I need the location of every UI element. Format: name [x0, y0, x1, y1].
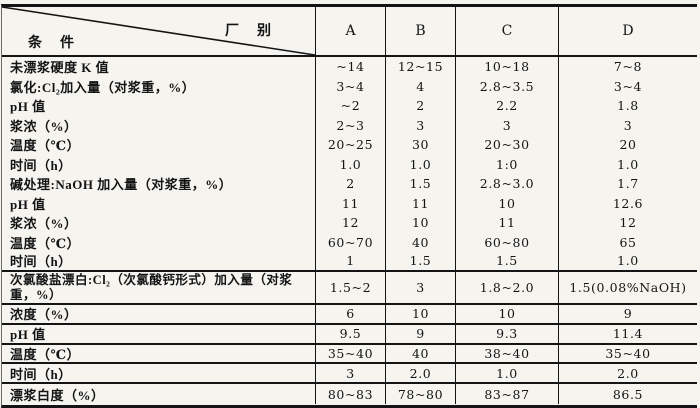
cell-value: 40: [386, 344, 456, 365]
column-header-a: A: [316, 7, 386, 57]
cell-value: 12: [619, 215, 637, 231]
cell-value: 40: [386, 232, 456, 252]
cell-value: 1.0: [617, 156, 639, 172]
cell-value: 9: [559, 305, 697, 325]
cell-value: 11: [456, 213, 559, 233]
row-label: 时间（h）: [2, 154, 316, 174]
cell-value: 7~8: [613, 59, 643, 75]
cell-value: 60~80: [456, 232, 559, 252]
row-label: 漂浆白度（%）: [2, 384, 316, 404]
cell-value: 3: [386, 271, 456, 305]
cell-value: 35~40: [559, 345, 697, 365]
row-label: 浆浓（%）: [2, 115, 316, 135]
cell-value: 80~83: [316, 384, 386, 404]
cell-value: 2~3: [316, 115, 386, 135]
cell-value: 2.0: [559, 364, 697, 385]
row-label: 浆浓（%）: [2, 213, 316, 233]
row-label: 温度（℃）: [2, 232, 316, 252]
cell-value: 2.8~3.5: [456, 76, 559, 96]
cell-value: 11: [386, 193, 456, 213]
row-label: 氯化:Cl₂加入量（对浆重，%）: [2, 76, 316, 96]
cell-value: ~14: [316, 57, 386, 77]
cell-value: 2.2: [456, 96, 559, 116]
diagonal-header-cell: 厂 别 条 件: [2, 7, 316, 57]
row-label: 浓度（%）: [2, 305, 316, 325]
cell-value: 1:0: [456, 154, 559, 174]
row-label: 未漂浆硬度 K 值: [2, 57, 316, 77]
cell-value: 1.8~2.0: [456, 271, 559, 305]
cell-value: 1.5(0.08%NaOH): [559, 272, 697, 305]
cell-value: 1.8: [617, 98, 639, 114]
cell-value: 83~87: [456, 384, 559, 404]
diagonal-line: [2, 7, 315, 55]
cell-value: 11.4: [559, 325, 697, 345]
row-label: pH 值: [2, 193, 316, 213]
corner-label-condition: 条 件: [28, 36, 76, 51]
row-label: pH 值: [2, 96, 316, 116]
cell-value: 1.7: [617, 176, 639, 192]
cell-value: 10: [456, 193, 559, 213]
cell-value: 10: [386, 305, 456, 325]
cell-value: 10~18: [456, 57, 559, 77]
cell-value: 2.0: [386, 364, 456, 385]
cell-value: 20~30: [456, 135, 559, 155]
column-header-b: B: [386, 7, 456, 57]
row-label: 温度（℃）: [2, 344, 316, 365]
row-label: 时间（h）: [2, 364, 316, 385]
cell-value: 4: [386, 76, 456, 96]
cell-value: 38~40: [456, 344, 559, 365]
cell-value: 3: [623, 117, 633, 133]
cell-value: 6: [316, 305, 386, 325]
row-label: 碱处理:NaOH 加入量（对浆重，%）: [2, 174, 316, 194]
cell-value: 9: [386, 324, 456, 345]
cell-value: 30: [386, 135, 456, 155]
cell-value: 1.0: [559, 252, 697, 272]
cell-value: ~2: [316, 96, 386, 116]
cell-value: 20: [619, 137, 637, 153]
row-label: pH 值: [2, 324, 316, 345]
cell-value: 3~4: [613, 78, 643, 94]
cell-value: 78~80: [386, 384, 456, 404]
cell-value: 35~40: [316, 344, 386, 365]
column-header-d: D: [559, 7, 697, 57]
cell-value: 2: [386, 96, 456, 116]
cell-value: 2: [316, 174, 386, 194]
cell-value: 65: [619, 234, 637, 250]
cell-value: 1.0: [386, 154, 456, 174]
cell-value: 1.0: [456, 364, 559, 385]
cell-value: 1.5: [386, 252, 456, 272]
bleaching-conditions-table: 厂 别 条 件 A B C D 未漂浆硬度 K 值 ~14 12~15 10~1…: [1, 4, 697, 408]
cell-value: 10: [456, 305, 559, 325]
cell-value: 12: [316, 213, 386, 233]
cell-value: 9.3: [456, 324, 559, 345]
row-label: 时间（h）: [2, 252, 316, 272]
cell-value: 3: [316, 364, 386, 385]
row-label: 次氯酸盐漂白:Cl₂（次氯酸钙形式）加入量（对浆重，%）: [2, 271, 316, 305]
corner-label-factory: 厂 别: [225, 24, 273, 39]
cell-value: 1: [316, 252, 386, 272]
cell-value: 20~25: [316, 135, 386, 155]
cell-value: 12.6: [612, 195, 644, 211]
cell-value: 86.5: [612, 386, 644, 402]
cell-value: 1.5: [456, 252, 559, 272]
cell-value: 2.8~3.0: [456, 174, 559, 194]
column-header-c: C: [456, 7, 559, 57]
cell-value: 3: [456, 115, 559, 135]
cell-value: 1.5: [386, 174, 456, 194]
cell-value: 10: [386, 213, 456, 233]
cell-value: 12~15: [386, 57, 456, 77]
cell-value: 9.5: [316, 324, 386, 345]
cell-value: 3: [386, 115, 456, 135]
cell-value: 60~70: [316, 232, 386, 252]
row-label: 温度（℃）: [2, 135, 316, 155]
cell-value: 1.5~2: [316, 271, 386, 305]
cell-value: 3~4: [316, 76, 386, 96]
cell-value: 1.0: [316, 154, 386, 174]
cell-value: 11: [316, 193, 386, 213]
